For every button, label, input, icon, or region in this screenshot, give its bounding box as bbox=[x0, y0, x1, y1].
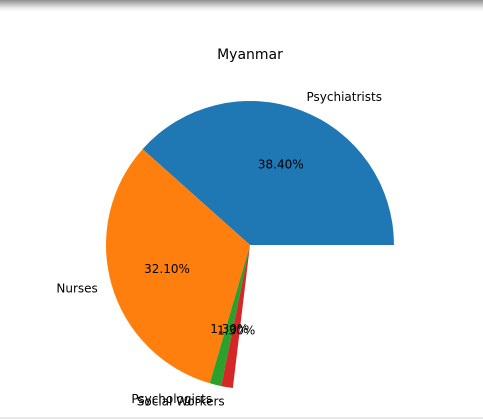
window-top-edge bbox=[0, 0, 483, 12]
pie-label-psychiatrists: Psychiatrists bbox=[307, 90, 382, 104]
pie-percent-psychiatrists: 38.40% bbox=[258, 157, 304, 171]
pie-percent-social-workers: 1.30% bbox=[217, 323, 255, 337]
window-bottom-edge bbox=[0, 417, 483, 419]
pie-label-psychologists: Psychologists bbox=[131, 392, 212, 406]
pie-labels: Psychiatrists 38.40% Nurses 32.10% Psycholog… bbox=[56, 90, 382, 408]
pie-slice-nurses bbox=[105, 149, 250, 384]
pie-percent-psychologists: 1.30% bbox=[210, 322, 248, 336]
pie-slice-social-workers bbox=[221, 245, 250, 388]
pie-label-social-workers: Social Workers bbox=[137, 394, 225, 408]
pie-percent-nurses: 32.10% bbox=[144, 262, 190, 276]
chart-title: Myanmar bbox=[217, 47, 283, 63]
pie-slice-psychiatrists bbox=[142, 100, 394, 245]
pie-label-nurses: Nurses bbox=[56, 282, 97, 296]
pie-slices bbox=[105, 100, 394, 388]
pie-slice-psychologists bbox=[209, 245, 250, 387]
